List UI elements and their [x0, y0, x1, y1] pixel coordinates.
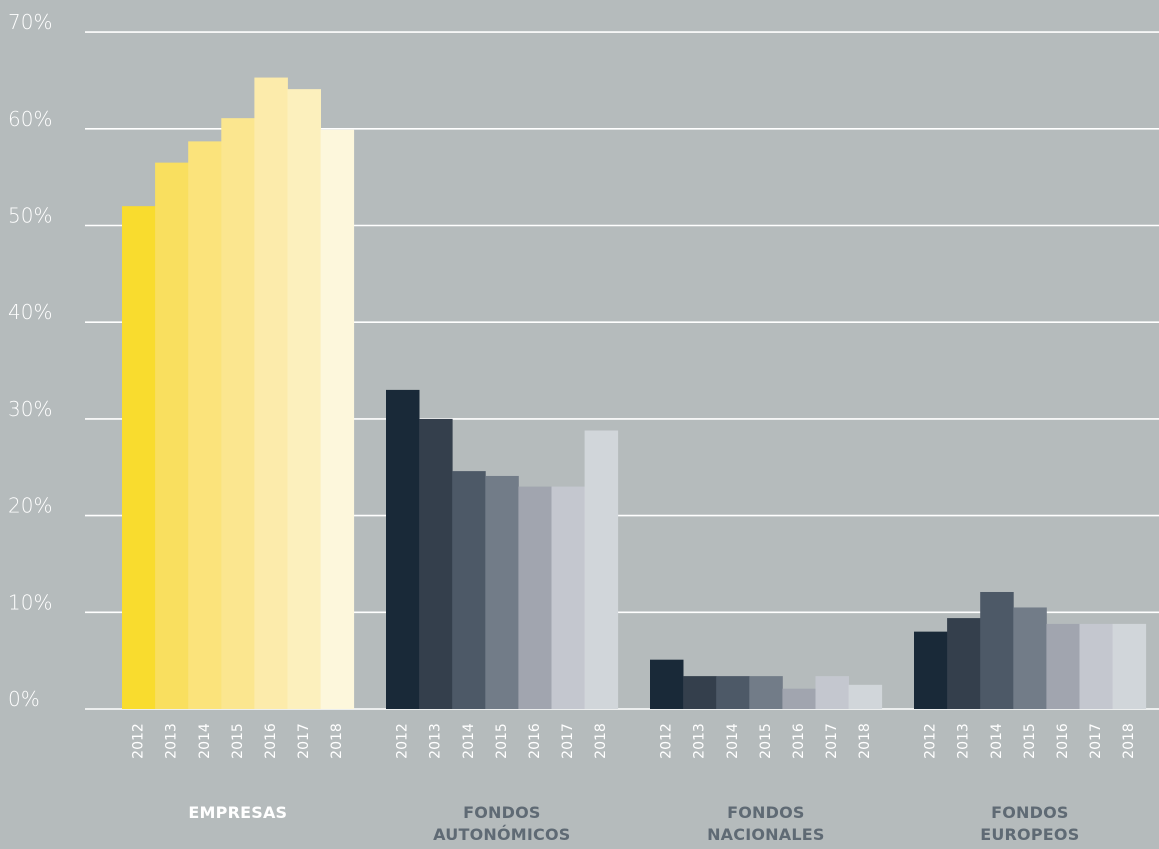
- x-tick-label: 2017: [1088, 723, 1104, 759]
- bar: [1046, 623, 1080, 709]
- bar: [782, 688, 816, 709]
- bar: [518, 486, 552, 709]
- bar: [1013, 607, 1047, 709]
- x-tick-label: 2015: [494, 723, 510, 759]
- bar: [716, 676, 750, 709]
- bar: [683, 676, 717, 709]
- group-label: EUROPEOS: [980, 825, 1079, 844]
- y-tick-label: 40%: [8, 300, 52, 324]
- group-label: AUTONÓMICOS: [433, 825, 570, 844]
- x-tick-label: 2015: [758, 723, 774, 759]
- x-tick-label: 2013: [692, 723, 708, 759]
- labels-layer: 0% 10% 20% 30% 40% 50% 60% 70% 2012 2013 2014 2015 2…: [8, 10, 1137, 844]
- group-label: EMPRESAS: [188, 803, 287, 822]
- bar: [386, 389, 420, 709]
- x-tick-label: 2018: [1121, 723, 1137, 759]
- bar: [419, 418, 453, 709]
- bar: [914, 631, 948, 709]
- bar: [650, 659, 684, 709]
- y-tick-label: 30%: [8, 397, 52, 421]
- bar: [155, 162, 189, 709]
- x-tick-label: 2018: [857, 723, 873, 759]
- x-tick-label: 2016: [263, 723, 279, 759]
- x-tick-label: 2012: [131, 723, 147, 759]
- group-label: FONDOS: [463, 803, 541, 822]
- bar: [122, 206, 156, 709]
- x-tick-label: 2018: [593, 723, 609, 759]
- x-tick-label: 2014: [461, 723, 477, 759]
- bar: [1112, 623, 1147, 709]
- x-tick-label: 2018: [329, 723, 345, 759]
- bar: [320, 129, 355, 710]
- x-tick-label: 2016: [791, 723, 807, 759]
- x-tick-label: 2012: [659, 723, 675, 759]
- y-tick-label: 0%: [8, 687, 40, 711]
- bar: [947, 618, 981, 709]
- x-tick-label: 2017: [296, 723, 312, 759]
- x-tick-label: 2013: [956, 723, 972, 759]
- x-tick-label: 2016: [527, 723, 543, 759]
- bar: [188, 141, 222, 710]
- x-tick-label: 2012: [395, 723, 411, 759]
- bar: [749, 676, 783, 709]
- bar: [452, 471, 486, 709]
- x-tick-label: 2013: [164, 723, 180, 759]
- bar: [485, 475, 519, 709]
- bar: [980, 591, 1014, 709]
- x-tick-label: 2012: [923, 723, 939, 759]
- bar: [254, 77, 288, 709]
- bars-layer: [122, 77, 1147, 710]
- group-label: FONDOS: [727, 803, 805, 822]
- x-tick-label: 2017: [560, 723, 576, 759]
- x-tick-label: 2014: [197, 723, 213, 759]
- x-tick-label: 2017: [824, 723, 840, 759]
- bar: [848, 684, 883, 709]
- bar: [584, 430, 619, 709]
- y-tick-label: 70%: [8, 10, 52, 34]
- x-tick-label: 2013: [428, 723, 444, 759]
- x-tick-label: 2015: [1022, 723, 1038, 759]
- group-label: FONDOS: [991, 803, 1069, 822]
- bar: [551, 486, 585, 709]
- x-tick-label: 2015: [230, 723, 246, 759]
- y-tick-label: 50%: [8, 204, 52, 228]
- x-tick-label: 2014: [725, 723, 741, 759]
- bar: [1079, 623, 1113, 709]
- y-tick-label: 20%: [8, 494, 52, 518]
- bar: [815, 676, 849, 709]
- x-tick-label: 2016: [1055, 723, 1071, 759]
- y-tick-label: 10%: [8, 590, 52, 614]
- x-tick-label: 2014: [989, 723, 1005, 759]
- y-tick-label: 60%: [8, 107, 52, 131]
- bar: [287, 89, 321, 709]
- bar: [221, 118, 255, 709]
- group-label: NACIONALES: [707, 825, 825, 844]
